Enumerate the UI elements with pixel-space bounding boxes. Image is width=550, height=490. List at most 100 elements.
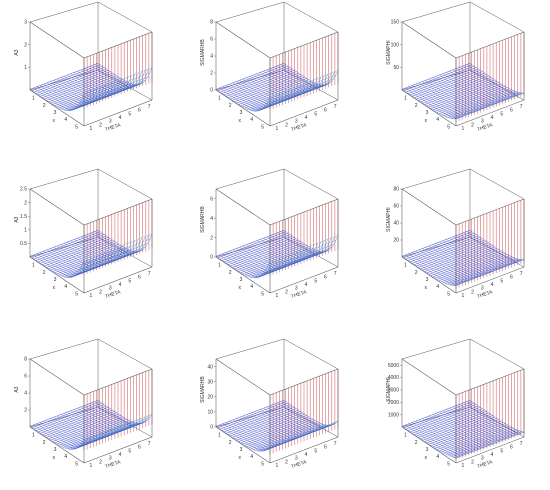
box-edge <box>97 168 153 200</box>
theta-tick-label: 6 <box>510 275 513 281</box>
box-edge <box>283 1 339 33</box>
box-edge <box>283 168 339 200</box>
theta-tick-label: 6 <box>510 445 513 451</box>
surface-mesh <box>401 63 525 120</box>
theta-tick-label: 5 <box>314 111 317 117</box>
x-tick-label: 3 <box>54 277 57 283</box>
theta-tick-label: 5 <box>500 111 503 117</box>
x-axis-label: x <box>238 455 241 461</box>
theta-tick-label: 6 <box>510 108 513 114</box>
z-tick-label: 6 <box>210 37 213 43</box>
box-edge <box>401 168 471 190</box>
theta-tick-label: 2 <box>285 459 288 465</box>
box-edge <box>215 358 271 396</box>
box-edge <box>215 168 285 190</box>
theta-tick-label: 4 <box>305 452 308 458</box>
z-tick-label: 4 <box>210 54 213 60</box>
box-edge <box>455 31 525 59</box>
theta-tick-label: 2 <box>471 289 474 295</box>
x-tick-label: 5 <box>261 461 264 467</box>
box-edge <box>215 21 271 59</box>
surface-svg: 10002000300040005000SIGMAPHI12345x123456… <box>386 338 525 470</box>
x-tick-label: 1 <box>32 433 35 439</box>
theta-axis-label: THETA <box>290 459 308 470</box>
box-edge <box>83 198 153 226</box>
z-tick-label: 10 <box>207 410 213 416</box>
theta-tick-label: 6 <box>138 445 141 451</box>
z-tick-label: 2000 <box>388 400 399 406</box>
box-edge <box>215 256 271 294</box>
surface-plot-7: 2 4 6 8 A3 1 2 3 4 5 x 1 2 3 4 5 6 7 THETA <box>12 338 172 490</box>
box-edge <box>29 21 85 59</box>
z-tick-label: 3000 <box>388 388 399 394</box>
box-edge <box>29 188 85 226</box>
theta-axis-label: THETA <box>290 122 308 133</box>
x-axis-label: x <box>52 285 55 291</box>
x-tick-label: 2 <box>43 270 46 276</box>
z-tick-label: 6 <box>24 374 27 380</box>
theta-tick-label: 1 <box>89 293 92 299</box>
z-tick-label: 1000 <box>388 412 399 418</box>
theta-tick-label: 5 <box>500 448 503 454</box>
theta-tick-label: 6 <box>324 445 327 451</box>
x-tick-label: 5 <box>447 124 450 130</box>
z-tick-label: 0 <box>210 255 213 261</box>
x-tick-label: 1 <box>32 96 35 102</box>
theta-tick-label: 1 <box>89 463 92 469</box>
box-edge <box>401 89 457 127</box>
theta-tick-label: 4 <box>119 282 122 288</box>
z-tick-label: 4 <box>210 216 213 222</box>
theta-axis-label: THETA <box>476 289 494 300</box>
theta-tick-label: 4 <box>119 452 122 458</box>
box-edge <box>401 188 457 226</box>
theta-tick-label: 7 <box>148 104 151 110</box>
x-tick-label: 3 <box>426 110 429 116</box>
theta-axis-label: THETA <box>290 289 308 300</box>
surface-plot-4: 0.5 1 1.5 2 2.5 A3 1 2 3 4 5 x 1 2 3 4 5 6 7 THETA <box>12 168 172 320</box>
x-tick-label: 5 <box>75 124 78 130</box>
z-tick-label: 2 <box>210 235 213 241</box>
theta-tick-label: 1 <box>275 293 278 299</box>
x-tick-label: 5 <box>447 461 450 467</box>
surface-mesh <box>215 400 339 452</box>
surface-wall <box>455 32 525 122</box>
theta-axis-label: THETA <box>104 459 122 470</box>
box-edge <box>29 426 85 464</box>
x-tick-label: 5 <box>75 291 78 297</box>
theta-axis-label: THETA <box>476 459 494 470</box>
z-tick-label: 0 <box>210 88 213 94</box>
theta-tick-label: 1 <box>89 126 92 132</box>
z-tick-label: 5000 <box>388 363 399 369</box>
surface-wall <box>83 199 153 275</box>
theta-tick-label: 4 <box>491 115 494 121</box>
box-edge <box>469 168 525 200</box>
z-axis-label: A3 <box>14 386 20 392</box>
box-edge <box>215 89 271 127</box>
z-tick-label: 2 <box>24 408 27 414</box>
z-tick-label: 1 <box>24 65 27 71</box>
theta-tick-label: 6 <box>138 275 141 281</box>
z-tick-label: 100 <box>391 42 400 48</box>
surface-plot-3: 50 100 150 SIGMAPHI 1 2 3 4 5 x 1 2 3 4 5 6 7 THETA <box>384 1 544 153</box>
x-tick-label: 3 <box>54 110 57 116</box>
theta-tick-label: 2 <box>471 122 474 128</box>
box-edge <box>469 1 525 33</box>
theta-tick-label: 7 <box>334 271 337 277</box>
box-edge <box>215 1 285 23</box>
x-tick-label: 4 <box>436 117 439 123</box>
theta-tick-label: 2 <box>471 459 474 465</box>
surface-mesh <box>29 63 153 112</box>
x-axis-label: x <box>424 118 427 124</box>
box-edge <box>29 1 99 23</box>
box-edge <box>83 266 153 294</box>
x-tick-label: 4 <box>250 454 253 460</box>
z-tick-label: 6 <box>210 196 213 202</box>
box-edge <box>215 188 271 226</box>
box-edge <box>29 168 99 190</box>
theta-tick-label: 3 <box>481 286 484 292</box>
x-axis-label: x <box>52 118 55 124</box>
